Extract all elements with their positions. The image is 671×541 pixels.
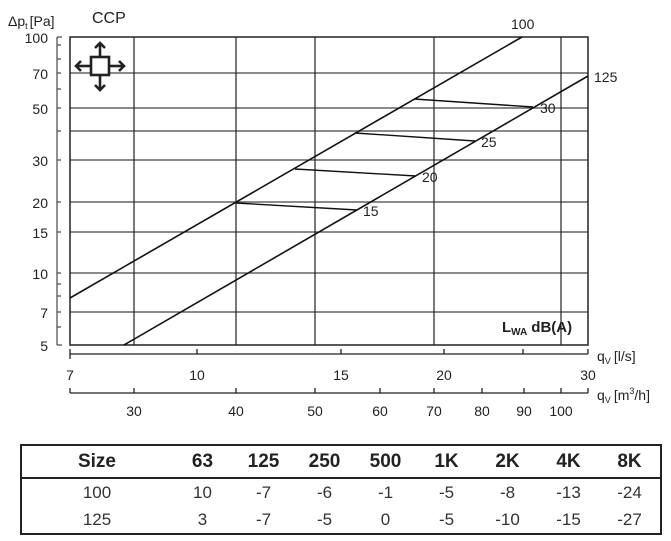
lwa-annotation: LWA dB(A) [502, 319, 572, 338]
table-cell: -6 [316, 482, 333, 502]
svg-text:30: 30 [32, 153, 48, 169]
x-tick-labels-ls: 7 10 15 20 30 [66, 367, 596, 383]
plot-frame [69, 36, 589, 346]
svg-text:5: 5 [40, 338, 48, 354]
table-cell: -7 [255, 509, 272, 529]
iso-line-25 [354, 132, 476, 142]
table-cell: -5 [316, 509, 333, 529]
table-cell: -1 [377, 482, 394, 502]
svg-text:7: 7 [40, 305, 48, 321]
table-cell: -5 [438, 509, 455, 529]
x-axis-ls [69, 349, 589, 359]
horizontal-gridlines [70, 72, 588, 313]
svg-text:70: 70 [32, 66, 48, 82]
iso-label-25: 25 [481, 134, 497, 150]
table-cell: -10 [495, 509, 520, 529]
svg-text:70: 70 [426, 403, 442, 419]
table-cell: 10 [193, 482, 212, 502]
pressure-flow-chart: Δpt [Pa] CCP 100 70 50 30 20 15 10 7 5 [8, 10, 650, 419]
table-header: 63 [172, 446, 233, 479]
svg-text:30: 30 [126, 403, 142, 419]
four-way-airflow-icon [74, 41, 126, 92]
svg-text:20: 20 [436, 367, 452, 383]
table-header: 500 [355, 446, 416, 479]
table-row: 100 10 -7 -6 -1 -5 -8 -13 -24 [22, 478, 660, 506]
y-axis-label: Δpt [Pa] [8, 13, 55, 31]
table-cell: -24 [617, 482, 642, 502]
table-header: 125 [233, 446, 294, 479]
svg-text:10: 10 [32, 266, 48, 282]
iso-label-20: 20 [422, 169, 438, 185]
y-tick-labels: 100 70 50 30 20 15 10 7 5 [25, 30, 49, 354]
table-cell: 0 [380, 509, 391, 529]
iso-line-30 [413, 98, 534, 108]
svg-text:15: 15 [333, 367, 349, 383]
chart-title: CCP [92, 10, 126, 27]
table-header: Size [22, 446, 172, 479]
table-row: 125 3 -7 -5 0 -5 -10 -15 -27 [22, 506, 660, 533]
table-cell: 3 [197, 509, 208, 529]
svg-text:40: 40 [228, 403, 244, 419]
series-label-125: 125 [594, 69, 618, 85]
iso-line-20 [294, 168, 417, 177]
table-cell: 125 [82, 509, 112, 529]
svg-text:100: 100 [549, 403, 573, 419]
svg-text:7: 7 [66, 367, 74, 383]
svg-text:80: 80 [474, 403, 490, 419]
iso-db-lines [235, 98, 534, 211]
iso-label-15: 15 [363, 203, 379, 219]
series-line-100 [69, 36, 523, 299]
svg-text:30: 30 [580, 367, 596, 383]
svg-text:15: 15 [32, 225, 48, 241]
svg-text:90: 90 [516, 403, 532, 419]
vertical-gridlines [133, 37, 562, 345]
svg-text:50: 50 [32, 101, 48, 117]
iso-label-30: 30 [540, 100, 556, 116]
svg-text:100: 100 [25, 30, 49, 46]
svg-text:20: 20 [32, 195, 48, 211]
y-axis [56, 36, 62, 346]
table-header: 2K [477, 446, 538, 479]
svg-text:50: 50 [307, 403, 323, 419]
sound-correction-table: Size 63 125 250 500 1K 2K 4K 8K 100 10 -… [20, 444, 662, 535]
table-header: 1K [416, 446, 477, 479]
table-cell: -5 [438, 482, 455, 502]
series-label-100: 100 [511, 16, 535, 32]
x-tick-labels-m3h: 30 40 50 60 70 80 90 100 [126, 403, 573, 419]
table-cell: -15 [556, 509, 581, 529]
table-cell: -7 [255, 482, 272, 502]
table-header: 250 [294, 446, 355, 479]
x-axis-label-ls: qV [l/s] [597, 348, 636, 366]
x-axis-m3h [69, 388, 589, 394]
svg-text:10: 10 [189, 367, 205, 383]
table-cell: 100 [82, 482, 112, 502]
svg-text:60: 60 [372, 403, 388, 419]
table-cell: -27 [617, 509, 642, 529]
table-header: 8K [599, 446, 660, 479]
x-axis-label-m3h: qV [m3/h] [597, 386, 650, 405]
table-cell: -13 [556, 482, 581, 502]
table-header-row: Size 63 125 250 500 1K 2K 4K 8K [22, 446, 660, 479]
table-cell: -8 [499, 482, 516, 502]
iso-line-15 [235, 202, 358, 211]
table-header: 4K [538, 446, 599, 479]
